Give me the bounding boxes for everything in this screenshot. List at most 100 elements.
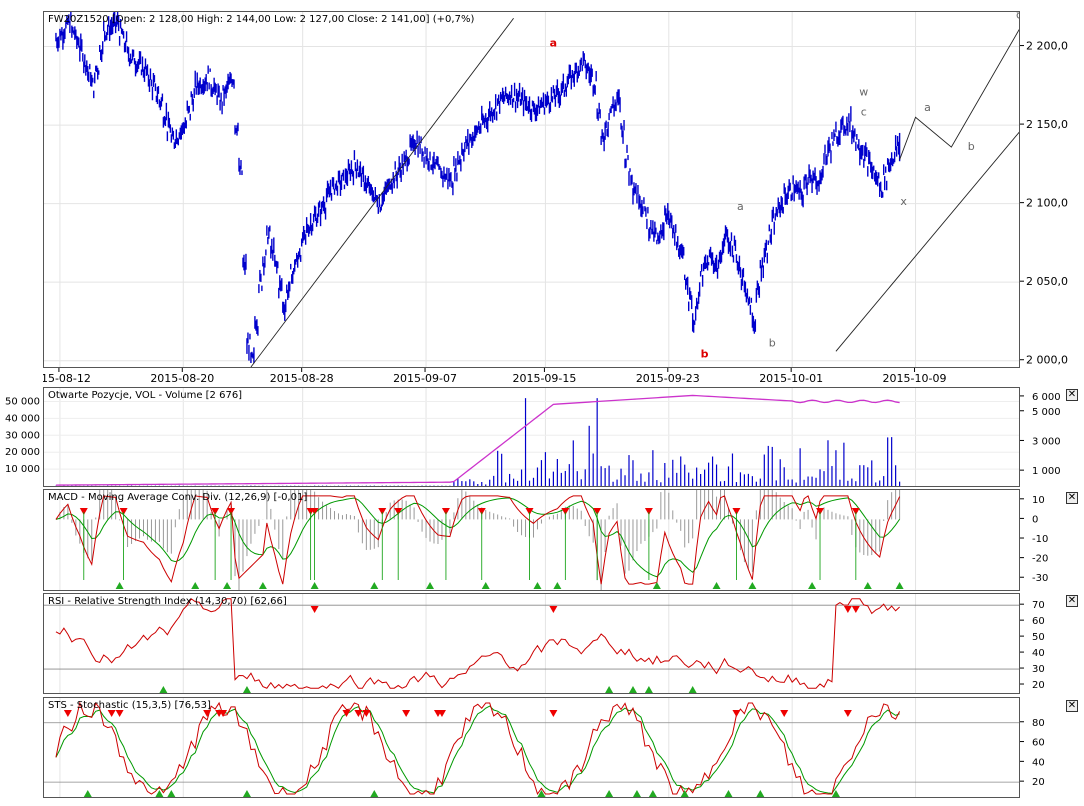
y-tick-label: 2 150,0: [1026, 118, 1068, 131]
wave-label: c: [1016, 12, 1019, 21]
x-tick-label: 2015-08-28: [270, 372, 334, 385]
y-tick-label: 20 000: [5, 447, 40, 458]
buy-signal-marker: [533, 582, 542, 589]
sell-signal-marker: [843, 710, 852, 717]
sell-signal-marker: [203, 710, 212, 717]
buy-signal-marker: [426, 582, 435, 589]
sell-signal-marker: [525, 508, 534, 515]
stochastic-k-line: [55, 701, 901, 796]
sell-signal-marker: [561, 508, 570, 515]
y-tick-label: 2 050,0: [1026, 275, 1068, 288]
y-tick-label: 3 000: [1032, 436, 1061, 447]
close-rsi-panel-icon[interactable]: ✕: [1066, 595, 1078, 607]
buy-signal-marker: [242, 790, 251, 797]
y-tick-label: 60: [1032, 616, 1045, 627]
buy-signal-marker: [605, 790, 614, 797]
wave-label: x: [900, 195, 907, 208]
sell-signal-marker: [310, 508, 319, 515]
y-tick-label: 40: [1032, 757, 1045, 768]
buy-signal-marker: [370, 790, 379, 797]
rsi-panel: RSI - Relative Strength Index (14,30,70)…: [43, 593, 1020, 694]
buy-signal-marker: [628, 686, 637, 693]
sell-signal-marker: [119, 508, 128, 515]
buy-signal-marker: [310, 582, 319, 589]
x-tick-label: 2015-09-15: [512, 372, 576, 385]
sell-signal-marker: [780, 710, 789, 717]
sell-signal-marker: [310, 606, 319, 613]
x-tick-label: 2015-08-20: [150, 372, 214, 385]
close-volume-panel-icon[interactable]: ✕: [1066, 389, 1078, 401]
volume-chart: [44, 388, 1019, 486]
y-tick-label: 5 000: [1032, 407, 1061, 418]
sell-signal-marker: [354, 710, 363, 717]
sell-signal-marker: [816, 508, 825, 515]
macd-title: MACD - Moving Average Conv. Div. (12,26,…: [48, 492, 308, 503]
y-tick-label: 20: [1032, 680, 1045, 691]
buy-signal-marker: [724, 790, 733, 797]
y-tick-label: 2 000,0: [1026, 354, 1068, 367]
buy-signal-marker: [553, 582, 562, 589]
y-tick-label: 10 000: [5, 464, 40, 475]
y-tick-label: -20: [1032, 554, 1048, 565]
wave-projection: [899, 28, 1019, 160]
y-tick-label: 70: [1032, 600, 1045, 611]
y-tick-label: 50 000: [5, 397, 40, 408]
sell-signal-marker: [441, 508, 450, 515]
sell-signal-marker: [378, 508, 387, 515]
sell-signal-marker: [107, 710, 116, 717]
volume-right-axis: 1 000 3 000 5 000 6 000: [1020, 392, 1061, 477]
buy-signal-marker: [652, 582, 661, 589]
rsi-chart: [44, 594, 1019, 693]
trend-line: [835, 131, 1019, 352]
buy-signal-marker: [712, 582, 721, 589]
buy-signal-marker: [644, 686, 653, 693]
close-macd-panel-icon[interactable]: ✕: [1066, 492, 1078, 504]
macd-panel: MACD - Moving Average Conv. Div. (12,26,…: [43, 489, 1020, 591]
y-tick-label: 1 000: [1032, 466, 1061, 477]
wave-label: a: [924, 101, 931, 114]
stochastic-d-line: [55, 705, 900, 794]
y-tick-label: 2 200,0: [1026, 40, 1068, 53]
wave-label: a: [550, 37, 557, 50]
sell-signal-marker: [79, 508, 88, 515]
sell-signal-marker: [362, 710, 371, 717]
y-tick-label: 30: [1032, 664, 1045, 675]
rsi-line: [55, 598, 900, 689]
sell-signal-marker: [843, 606, 852, 613]
volume-title: Otwarte Pozycje, VOL - Volume [2 676]: [48, 390, 243, 401]
wave-label: c: [861, 106, 867, 119]
wave-label: a: [737, 200, 744, 213]
x-tick-label: 2015-10-09: [883, 372, 947, 385]
buy-signal-marker: [748, 582, 757, 589]
buy-signal-marker: [155, 790, 164, 797]
volume-panel: Otwarte Pozycje, VOL - Volume [2 676]: [43, 387, 1020, 487]
buy-signal-marker: [159, 686, 168, 693]
close-stochastic-panel-icon[interactable]: ✕: [1066, 700, 1078, 712]
buy-signal-marker: [831, 790, 840, 797]
sell-signal-marker: [477, 508, 486, 515]
wave-label: y: [1016, 12, 1019, 13]
x-tick-label: 2015-09-07: [393, 372, 457, 385]
y-tick-label: 20: [1032, 777, 1045, 788]
buy-signal-marker: [648, 790, 657, 797]
y-tick-label: 50: [1032, 632, 1045, 643]
trend-line: [250, 18, 514, 367]
macd-signal-line: [55, 497, 901, 578]
buy-signal-marker: [688, 686, 697, 693]
sell-signal-marker: [227, 508, 236, 515]
price-chart: ababwcxabycc: [44, 12, 1019, 367]
macd-chart: [55, 490, 917, 590]
y-tick-label: 30 000: [5, 430, 40, 441]
buy-signal-marker: [191, 582, 200, 589]
open-interest-line: [55, 394, 900, 486]
wave-label: b: [968, 140, 975, 153]
rsi-y-axis: 70 60 50 40 30 20: [1020, 600, 1045, 691]
buy-signal-marker: [632, 790, 641, 797]
sell-signal-marker: [732, 710, 741, 717]
buy-signal-marker: [223, 582, 232, 589]
price-y-axis: 2 000,0 2 050,0 2 100,0 2 150,0 2 200,0: [1020, 40, 1068, 367]
buy-signal-marker: [680, 790, 689, 797]
sell-signal-marker: [63, 710, 72, 717]
stochastic-panel: STS - Stochastic (15,3,5) [76,53]: [43, 697, 1020, 798]
x-tick-label: 2015-08-12: [43, 372, 91, 385]
